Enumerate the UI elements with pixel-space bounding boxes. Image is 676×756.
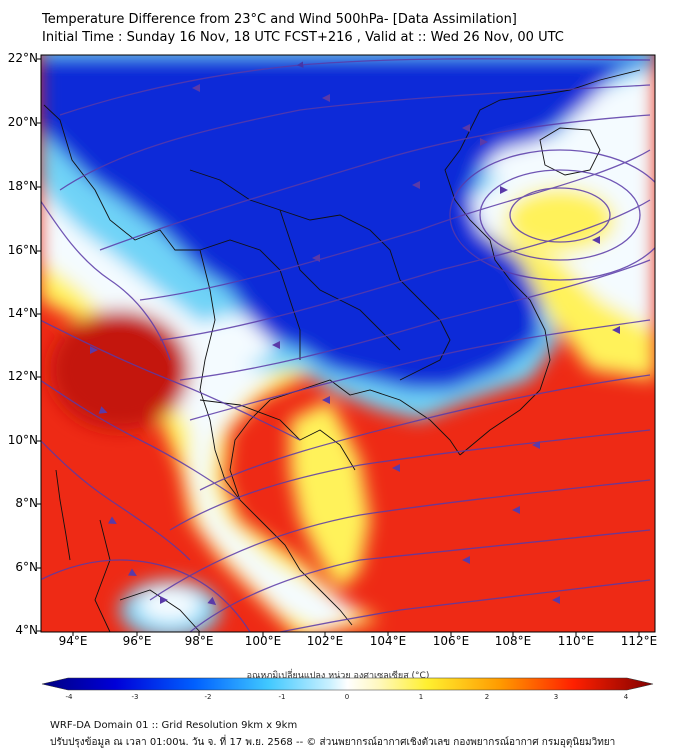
footer-update-info: ปรับปรุงข้อมูล ณ เวลา 01:00น. วัน จ. ที่… xyxy=(50,737,616,748)
lon-label-94: 94°E xyxy=(58,634,88,648)
colorbar-tick-m1: -1 xyxy=(278,693,286,701)
lon-label-104: 104°E xyxy=(369,634,407,648)
colorbar-tick-3: 3 xyxy=(553,693,559,701)
lat-label-16: 16°N xyxy=(7,243,38,257)
colorbar-tick-2: 2 xyxy=(484,693,490,701)
lat-label-10: 10°N xyxy=(7,433,38,447)
lat-label-18: 18°N xyxy=(7,179,38,193)
colorbar-tick-m2: -2 xyxy=(204,693,212,701)
country-borders xyxy=(43,69,641,632)
lat-label-12: 12°N xyxy=(7,369,38,383)
lon-label-100: 100°E xyxy=(244,634,282,648)
temperature-map xyxy=(37,54,656,636)
lon-label-110: 110°E xyxy=(557,634,595,648)
lat-label-20: 20°N xyxy=(7,115,38,129)
lon-label-112: 112°E xyxy=(620,634,658,648)
temperature-anomaly-field xyxy=(41,55,655,632)
colorbar xyxy=(41,677,654,691)
footer-model-info: WRF-DA Domain 01 :: Grid Resolution 9km … xyxy=(50,720,298,731)
colorbar-tick-1: 1 xyxy=(418,693,424,701)
chart-title: Temperature Difference from 23°C and Win… xyxy=(42,12,517,27)
colorbar-label: อุณหภูมิเปลี่ยนแปลง หน่วย องศาเซลเซียส (… xyxy=(246,671,430,681)
chart-subtitle: Initial Time : Sunday 16 Nov, 18 UTC FCS… xyxy=(42,30,564,45)
lon-label-106: 106°E xyxy=(432,634,470,648)
colorbar-tick-4: 4 xyxy=(623,693,629,701)
lon-label-102: 102°E xyxy=(306,634,344,648)
map-frame xyxy=(40,54,656,633)
lat-label-14: 14°N xyxy=(7,306,38,320)
wind-streamlines xyxy=(41,58,655,632)
colorbar-tick-0: 0 xyxy=(344,693,350,701)
axis-ticks xyxy=(37,58,640,636)
lat-label-22: 22°N xyxy=(7,51,38,65)
lat-label-4: 4°N xyxy=(15,623,38,637)
lon-label-108: 108°E xyxy=(494,634,532,648)
colorbar-tick-m4: -4 xyxy=(65,693,73,701)
colorbar-tick-m3: -3 xyxy=(131,693,139,701)
wind-arrows xyxy=(90,84,620,606)
lat-label-6: 6°N xyxy=(15,560,38,574)
lon-label-96: 96°E xyxy=(122,634,152,648)
lat-label-8: 8°N xyxy=(15,496,38,510)
lon-label-98: 98°E xyxy=(184,634,214,648)
